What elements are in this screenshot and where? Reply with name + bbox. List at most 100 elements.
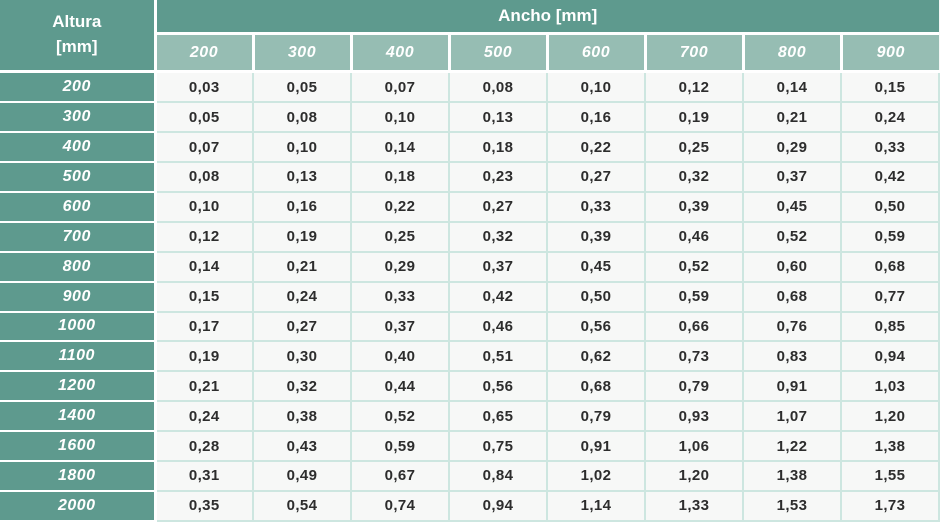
- table-row: 400 0,07 0,10 0,14 0,18 0,22 0,25 0,29 0,33: [0, 131, 940, 163]
- value-cell: 1,53: [742, 489, 842, 522]
- value-cell: 0,65: [448, 400, 548, 433]
- value-cell: 0,68: [546, 370, 646, 403]
- value-cell: 0,21: [742, 101, 842, 134]
- value-cell: 1,20: [644, 460, 744, 492]
- value-cell: 0,76: [742, 310, 842, 343]
- value-cell: 0,28: [154, 430, 254, 463]
- value-cell: 0,32: [448, 220, 548, 253]
- value-cell: 1,20: [840, 400, 940, 433]
- table-row: 700 0,12 0,19 0,25 0,32 0,39 0,46 0,52 0,59: [0, 220, 940, 253]
- value-cell: 0,56: [448, 370, 548, 403]
- value-cell: 1,02: [546, 460, 646, 492]
- value-cell: 0,94: [448, 489, 548, 522]
- value-cell: 0,56: [546, 310, 646, 343]
- value-cell: 0,33: [546, 190, 646, 223]
- value-cell: 0,67: [350, 460, 450, 492]
- row-axis-header-label: Altura [mm]: [52, 12, 102, 56]
- value-cell: 0,08: [448, 70, 548, 104]
- value-cell: 0,46: [644, 220, 744, 253]
- value-cell: 0,45: [546, 250, 646, 283]
- row-header: 1100: [0, 341, 157, 373]
- value-cell: 0,45: [742, 190, 842, 223]
- value-cell: 0,50: [546, 280, 646, 313]
- value-cell: 0,18: [448, 131, 548, 163]
- value-cell: 0,27: [448, 190, 548, 223]
- col-header: 300: [251, 33, 351, 73]
- value-cell: 0,91: [742, 370, 842, 403]
- value-cell: 0,25: [350, 220, 450, 253]
- value-cell: 0,10: [546, 70, 646, 104]
- table-row: 1000 0,17 0,27 0,37 0,46 0,56 0,66 0,76 0,85: [0, 310, 940, 343]
- value-cell: 0,52: [350, 400, 450, 433]
- table-row: 900 0,15 0,24 0,33 0,42 0,50 0,59 0,68 0,77: [0, 280, 940, 313]
- header-row-columns: 200 300 400 500 600 700 800 900: [0, 33, 939, 73]
- row-header: 600: [0, 191, 157, 223]
- table-row: 1100 0,19 0,30 0,40 0,51 0,62 0,73 0,83 0,94: [0, 340, 940, 373]
- row-header: 800: [0, 251, 157, 283]
- value-cell: 0,52: [742, 220, 842, 253]
- value-cell: 0,31: [154, 460, 254, 492]
- value-cell: 0,21: [154, 370, 254, 403]
- col-header: 200: [153, 33, 253, 73]
- row-header: 1600: [0, 431, 157, 463]
- value-cell: 0,62: [546, 340, 646, 373]
- value-cell: 0,68: [742, 280, 842, 313]
- value-cell: 0,30: [252, 340, 352, 373]
- value-cell: 1,22: [742, 430, 842, 463]
- value-cell: 0,22: [350, 190, 450, 223]
- value-cell: 0,18: [350, 160, 450, 193]
- value-cell: 0,73: [644, 340, 744, 373]
- value-cell: 0,32: [644, 160, 744, 193]
- value-cell: 0,46: [448, 310, 548, 343]
- table-row: 200 0,03 0,05 0,07 0,08 0,10 0,12 0,14 0,15: [0, 70, 940, 104]
- value-cell: 0,32: [252, 370, 352, 403]
- value-cell: 0,15: [154, 280, 254, 313]
- col-axis-header: Ancho [mm]: [155, 0, 939, 35]
- value-cell: 0,54: [252, 489, 352, 522]
- col-header: 500: [447, 33, 547, 73]
- value-cell: 0,84: [448, 460, 548, 492]
- value-cell: 0,12: [644, 70, 744, 104]
- value-cell: 0,14: [154, 250, 254, 283]
- value-cell: 0,85: [840, 310, 940, 343]
- value-cell: 0,05: [154, 101, 254, 134]
- value-cell: 0,13: [252, 160, 352, 193]
- value-cell: 0,91: [546, 430, 646, 463]
- row-header: 700: [0, 221, 157, 253]
- value-cell: 0,94: [840, 340, 940, 373]
- col-header: 700: [643, 33, 743, 73]
- value-cell: 0,29: [350, 250, 450, 283]
- value-cell: 1,06: [644, 430, 744, 463]
- value-cell: 1,07: [742, 400, 842, 433]
- value-cell: 0,39: [546, 220, 646, 253]
- value-cell: 0,83: [742, 340, 842, 373]
- col-header: 800: [741, 33, 841, 73]
- col-header: 900: [839, 33, 939, 73]
- value-cell: 0,10: [252, 131, 352, 163]
- value-cell: 0,19: [644, 101, 744, 134]
- value-cell: 0,03: [154, 70, 254, 104]
- value-cell: 0,79: [546, 400, 646, 433]
- table-header: Altura [mm] Ancho [mm] 200 300 400 500 600 70…: [0, 0, 939, 73]
- value-cell: 0,29: [742, 131, 842, 163]
- table-row: 500 0,08 0,13 0,18 0,23 0,27 0,32 0,37 0,42: [0, 160, 940, 193]
- value-cell: 0,50: [840, 190, 940, 223]
- value-cell: 0,15: [840, 70, 940, 104]
- value-cell: 1,33: [644, 489, 744, 522]
- row-header: 900: [0, 281, 157, 313]
- row-header: 1200: [0, 371, 157, 403]
- table-row: 1600 0,28 0,43 0,59 0,75 0,91 1,06 1,22 1,38: [0, 430, 940, 463]
- value-cell: 0,37: [742, 160, 842, 193]
- value-cell: 0,05: [252, 70, 352, 104]
- table-row: 800 0,14 0,21 0,29 0,37 0,45 0,52 0,60 0,68: [0, 250, 940, 283]
- value-cell: 0,52: [644, 250, 744, 283]
- value-cell: 0,39: [644, 190, 744, 223]
- value-cell: 0,24: [252, 280, 352, 313]
- value-cell: 0,42: [840, 160, 940, 193]
- row-header: 1800: [0, 461, 157, 492]
- value-cell: 0,08: [154, 160, 254, 193]
- row-axis-header: Altura [mm]: [0, 0, 157, 73]
- value-cell: 0,19: [252, 220, 352, 253]
- col-header: 400: [349, 33, 449, 73]
